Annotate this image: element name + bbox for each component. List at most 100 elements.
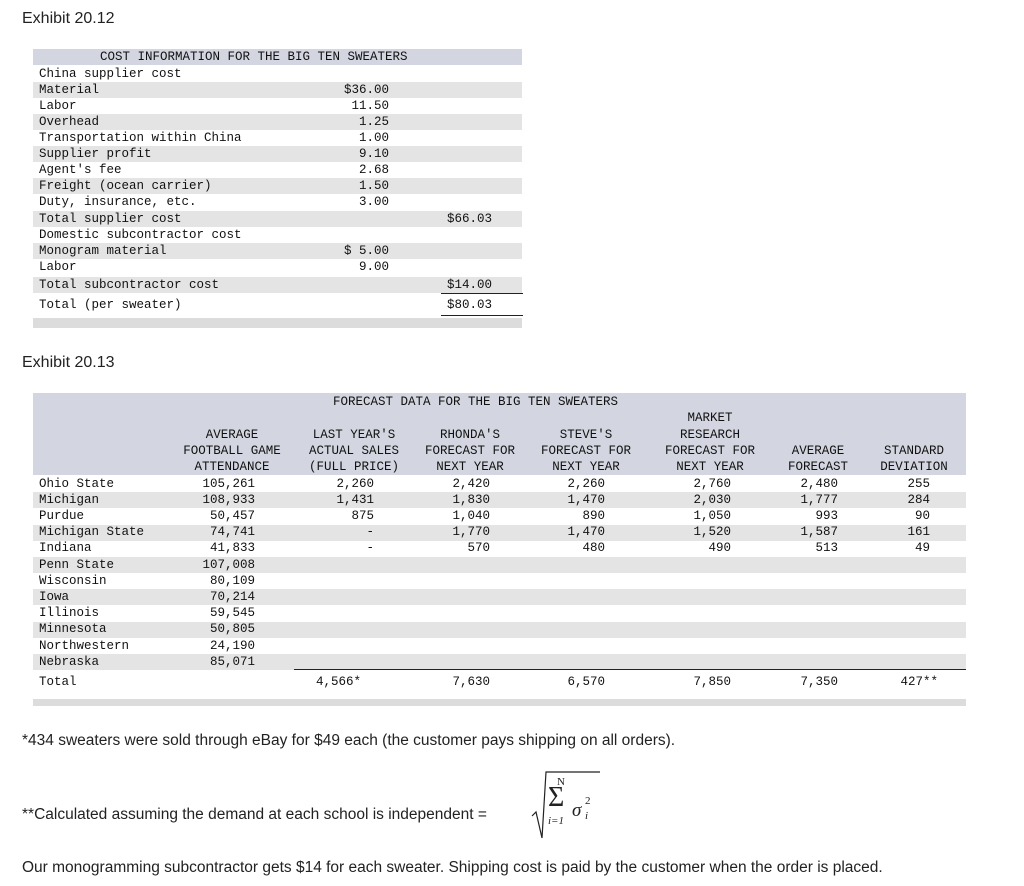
- forecast-cell: 890: [582, 508, 605, 523]
- forecast-cell: -: [366, 525, 374, 540]
- forecast-cell: 50,457: [209, 508, 255, 523]
- cost-row-unit-value: $36.00: [343, 83, 389, 97]
- forecast-total-cell: 4,566*: [315, 675, 361, 689]
- forecast-cell: 1,770: [452, 525, 490, 540]
- forecast-row-school: Michigan State: [39, 525, 145, 540]
- forecast-total-cell: 6,570: [567, 675, 605, 689]
- cost-row-label: Transportation within China: [39, 131, 242, 145]
- forecast-column-header: FORECAST: [787, 460, 848, 474]
- forecast-cell: 2,420: [452, 476, 490, 491]
- forecast-column-header: FOOTBALL GAME: [183, 443, 281, 458]
- forecast-cell: 2,030: [693, 492, 731, 507]
- forecast-column-header: AVERAGE: [791, 443, 845, 458]
- forecast-cell: 875: [351, 508, 374, 523]
- cost-row-band: [33, 211, 522, 227]
- cost-row-unit-value: 9.00: [358, 260, 389, 274]
- cost-row-band: [33, 243, 522, 259]
- forecast-cell: 2,760: [693, 476, 731, 491]
- forecast-cell: 2,480: [800, 476, 838, 491]
- cost-row-total-value: $66.03: [446, 212, 492, 226]
- cost-row-label: Domestic subcontractor cost: [39, 228, 242, 242]
- forecast-cell: 1,040: [452, 508, 490, 523]
- forecast-cell: 85,071: [209, 654, 255, 669]
- cost-row-unit-value: 9.10: [358, 147, 389, 161]
- total-rule: [441, 315, 523, 316]
- forecast-cell: 2,260: [336, 476, 374, 491]
- cost-row-unit-value: 1.00: [358, 131, 389, 145]
- forecast-cell: 1,470: [567, 525, 605, 540]
- cost-row-unit-value: $ 5.00: [343, 244, 389, 258]
- forecast-total-rule: [294, 669, 966, 670]
- forecast-cell: 513: [815, 541, 838, 556]
- cost-row-unit-value: 1.50: [358, 179, 389, 193]
- cost-row-label: China supplier cost: [39, 67, 182, 81]
- forecast-cell: 41,833: [209, 541, 255, 556]
- forecast-cell: 1,587: [800, 525, 838, 540]
- forecast-row-school: Iowa: [39, 589, 70, 604]
- forecast-cell: 1,520: [693, 525, 731, 540]
- cost-row-label: Supplier profit: [39, 147, 152, 161]
- cost-row-total-value: $14.00: [446, 278, 492, 292]
- forecast-cell: 1,050: [693, 508, 731, 523]
- forecast-row-school: Illinois: [39, 606, 100, 621]
- forecast-column-header: ATTENDANCE: [194, 460, 270, 474]
- forecast-row-school: Northwestern: [39, 638, 130, 653]
- forecast-column-header: DEVIATION: [880, 460, 948, 474]
- cost-row-band: [33, 277, 522, 293]
- cost-row-total-value: $80.03: [446, 298, 492, 312]
- forecast-column-header: STEVE'S: [559, 427, 613, 442]
- forecast-column-header: FORECAST FOR: [540, 443, 631, 458]
- exhibit-20-12-title: Exhibit 20.12: [22, 10, 115, 27]
- cost-row-label: Labor: [39, 260, 77, 274]
- forecast-cell: 74,741: [209, 525, 255, 540]
- forecast-row-band: [33, 492, 966, 509]
- cost-table-header-band: [33, 49, 522, 65]
- forecast-table-footer-band: [33, 699, 966, 706]
- cost-row-band: [33, 82, 522, 98]
- sum-lower-limit: i=1: [548, 815, 564, 827]
- forecast-cell: 49: [914, 541, 930, 556]
- forecast-cell: 105,261: [202, 476, 255, 491]
- forecast-cell: 255: [907, 476, 930, 491]
- forecast-column-header: AVERAGE: [205, 427, 259, 442]
- subtotal-rule: [441, 293, 523, 294]
- footnote-subcontractor: Our monogramming subcontractor gets $14 …: [22, 859, 883, 876]
- forecast-row-band: [33, 654, 966, 671]
- forecast-cell: 1,470: [567, 492, 605, 507]
- forecast-total-cell: 7,350: [800, 675, 838, 689]
- forecast-cell: 107,008: [202, 557, 255, 572]
- forecast-column-header: NEXT YEAR: [436, 460, 504, 474]
- cost-row-label: Material: [39, 83, 100, 97]
- forecast-total-label: Total: [39, 675, 77, 689]
- forecast-column-header: LAST YEAR'S: [312, 427, 396, 442]
- cost-row-label: Total subcontractor cost: [39, 278, 220, 292]
- forecast-cell: 490: [708, 541, 731, 556]
- forecast-column-header: ACTUAL SALES: [308, 443, 399, 458]
- footnote-std-dev: **Calculated assuming the demand at each…: [22, 806, 487, 823]
- cost-row-label: Total supplier cost: [39, 212, 182, 226]
- cost-row-label: Total (per sweater): [39, 298, 182, 312]
- forecast-row-school: Nebraska: [39, 654, 100, 669]
- cost-row-label: Monogram material: [39, 244, 167, 258]
- forecast-cell: 1,830: [452, 492, 490, 507]
- forecast-cell: 1,431: [336, 492, 374, 507]
- forecast-row-band: [33, 557, 966, 573]
- sigma-symbol: σ: [572, 800, 582, 821]
- cost-table-footer-band: [33, 318, 522, 328]
- cost-row-unit-value: 3.00: [358, 195, 389, 209]
- cost-row-label: Freight (ocean carrier): [39, 179, 212, 193]
- forecast-row-school: Michigan: [39, 492, 100, 507]
- forecast-cell: 993: [815, 508, 838, 523]
- sum-upper-limit: N: [557, 776, 565, 788]
- forecast-cell: 108,933: [202, 492, 255, 507]
- forecast-row-school: Ohio State: [39, 476, 115, 491]
- cost-row-band: [33, 178, 522, 194]
- forecast-cell: 24,190: [209, 638, 255, 653]
- forecast-cell: 50,805: [209, 622, 255, 637]
- forecast-column-header: (FULL PRICE): [308, 460, 399, 474]
- forecast-cell: 1,777: [800, 492, 838, 507]
- cost-row-label: Overhead: [39, 115, 100, 129]
- forecast-row-school: Minnesota: [39, 622, 107, 637]
- cost-row-label: Agent's fee: [39, 163, 122, 177]
- cost-row-unit-value: 1.25: [358, 115, 389, 129]
